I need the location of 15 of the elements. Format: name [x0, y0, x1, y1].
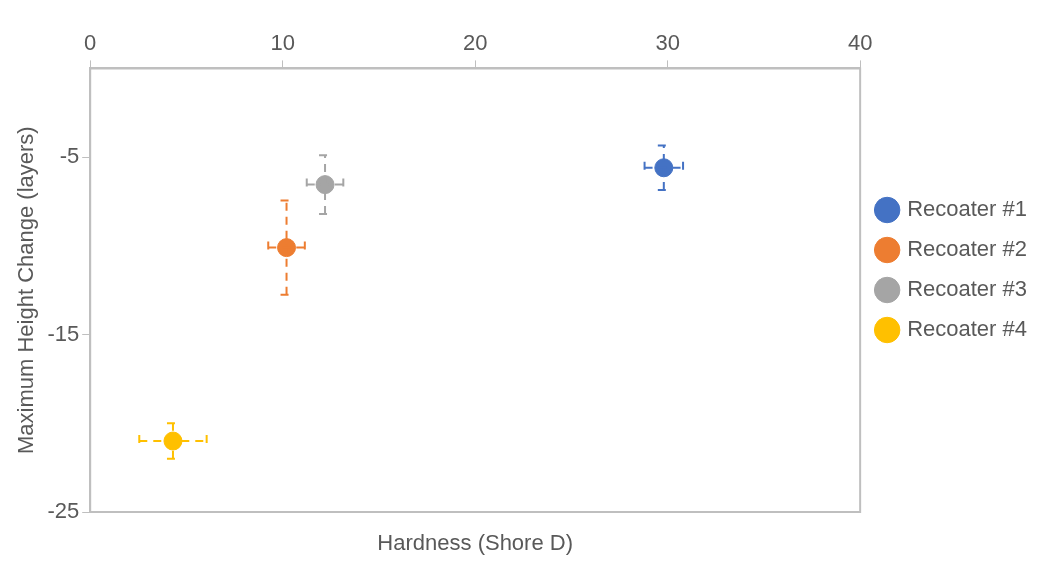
y-tick-label: -25 [47, 498, 80, 524]
legend-label: Recoater #4 [907, 316, 1028, 342]
point [277, 238, 297, 258]
x-tick-label: 30 [655, 30, 680, 56]
legend-label: Recoater #2 [907, 236, 1028, 262]
legend-label: Recoater #3 [907, 276, 1028, 302]
y-tick-label: -5 [59, 143, 80, 169]
x-tick-label: 10 [270, 30, 295, 56]
x-tick-label: 0 [84, 30, 97, 56]
y-axis-title: Maximum Height Change (layers) [13, 126, 39, 455]
legend-label: Recoater #1 [907, 196, 1028, 222]
y-tick-label: -15 [47, 320, 80, 346]
x-tick-label: 40 [847, 30, 873, 56]
x-tick-label: 20 [462, 30, 488, 56]
x-axis-title: Hardness (Shore D) [377, 530, 573, 555]
